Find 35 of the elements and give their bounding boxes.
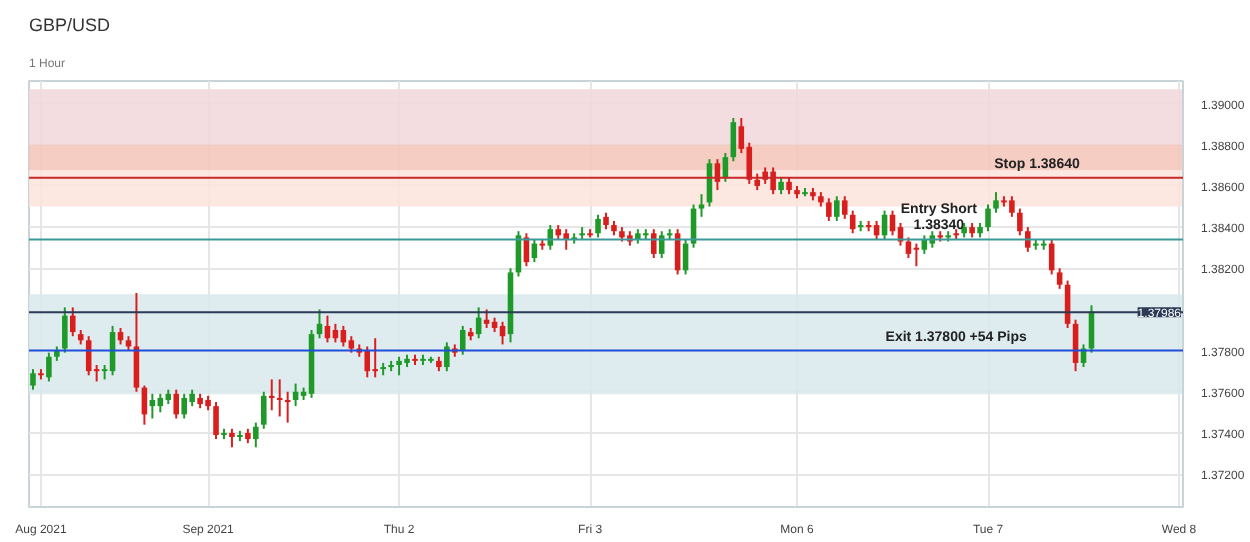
candlestick <box>268 378 275 412</box>
candlestick <box>229 427 235 449</box>
candlestick <box>62 306 68 354</box>
candlestick <box>730 117 737 163</box>
candlestick <box>396 355 402 377</box>
candlestick <box>826 197 832 222</box>
candlestick <box>213 401 219 441</box>
candlestick <box>1025 226 1031 253</box>
candlestick <box>698 193 705 218</box>
candlestick <box>284 390 291 424</box>
candlestick <box>913 242 920 268</box>
candlestick <box>841 195 848 220</box>
candlestick <box>253 421 259 449</box>
candlestick <box>650 228 657 259</box>
candlestick <box>276 378 283 418</box>
candlestick <box>30 368 36 391</box>
candlestick <box>459 324 466 356</box>
candlestick <box>46 351 52 383</box>
candlestick <box>849 209 856 235</box>
chart-title: GBP/USD <box>29 15 112 35</box>
candlestick <box>444 341 450 373</box>
candlestick <box>69 306 76 338</box>
candlestick <box>1017 207 1023 237</box>
candlestick <box>1056 267 1063 290</box>
candlestick <box>993 191 999 214</box>
candlestick <box>595 213 601 239</box>
candlestick <box>834 195 840 222</box>
candlestick <box>364 345 371 379</box>
candlestick <box>372 337 378 379</box>
candlestick <box>770 166 776 196</box>
candlestick <box>173 388 180 420</box>
candlestick <box>1009 195 1015 218</box>
candlestick <box>985 203 991 233</box>
candlestick <box>260 390 267 430</box>
candlestick <box>181 392 187 420</box>
